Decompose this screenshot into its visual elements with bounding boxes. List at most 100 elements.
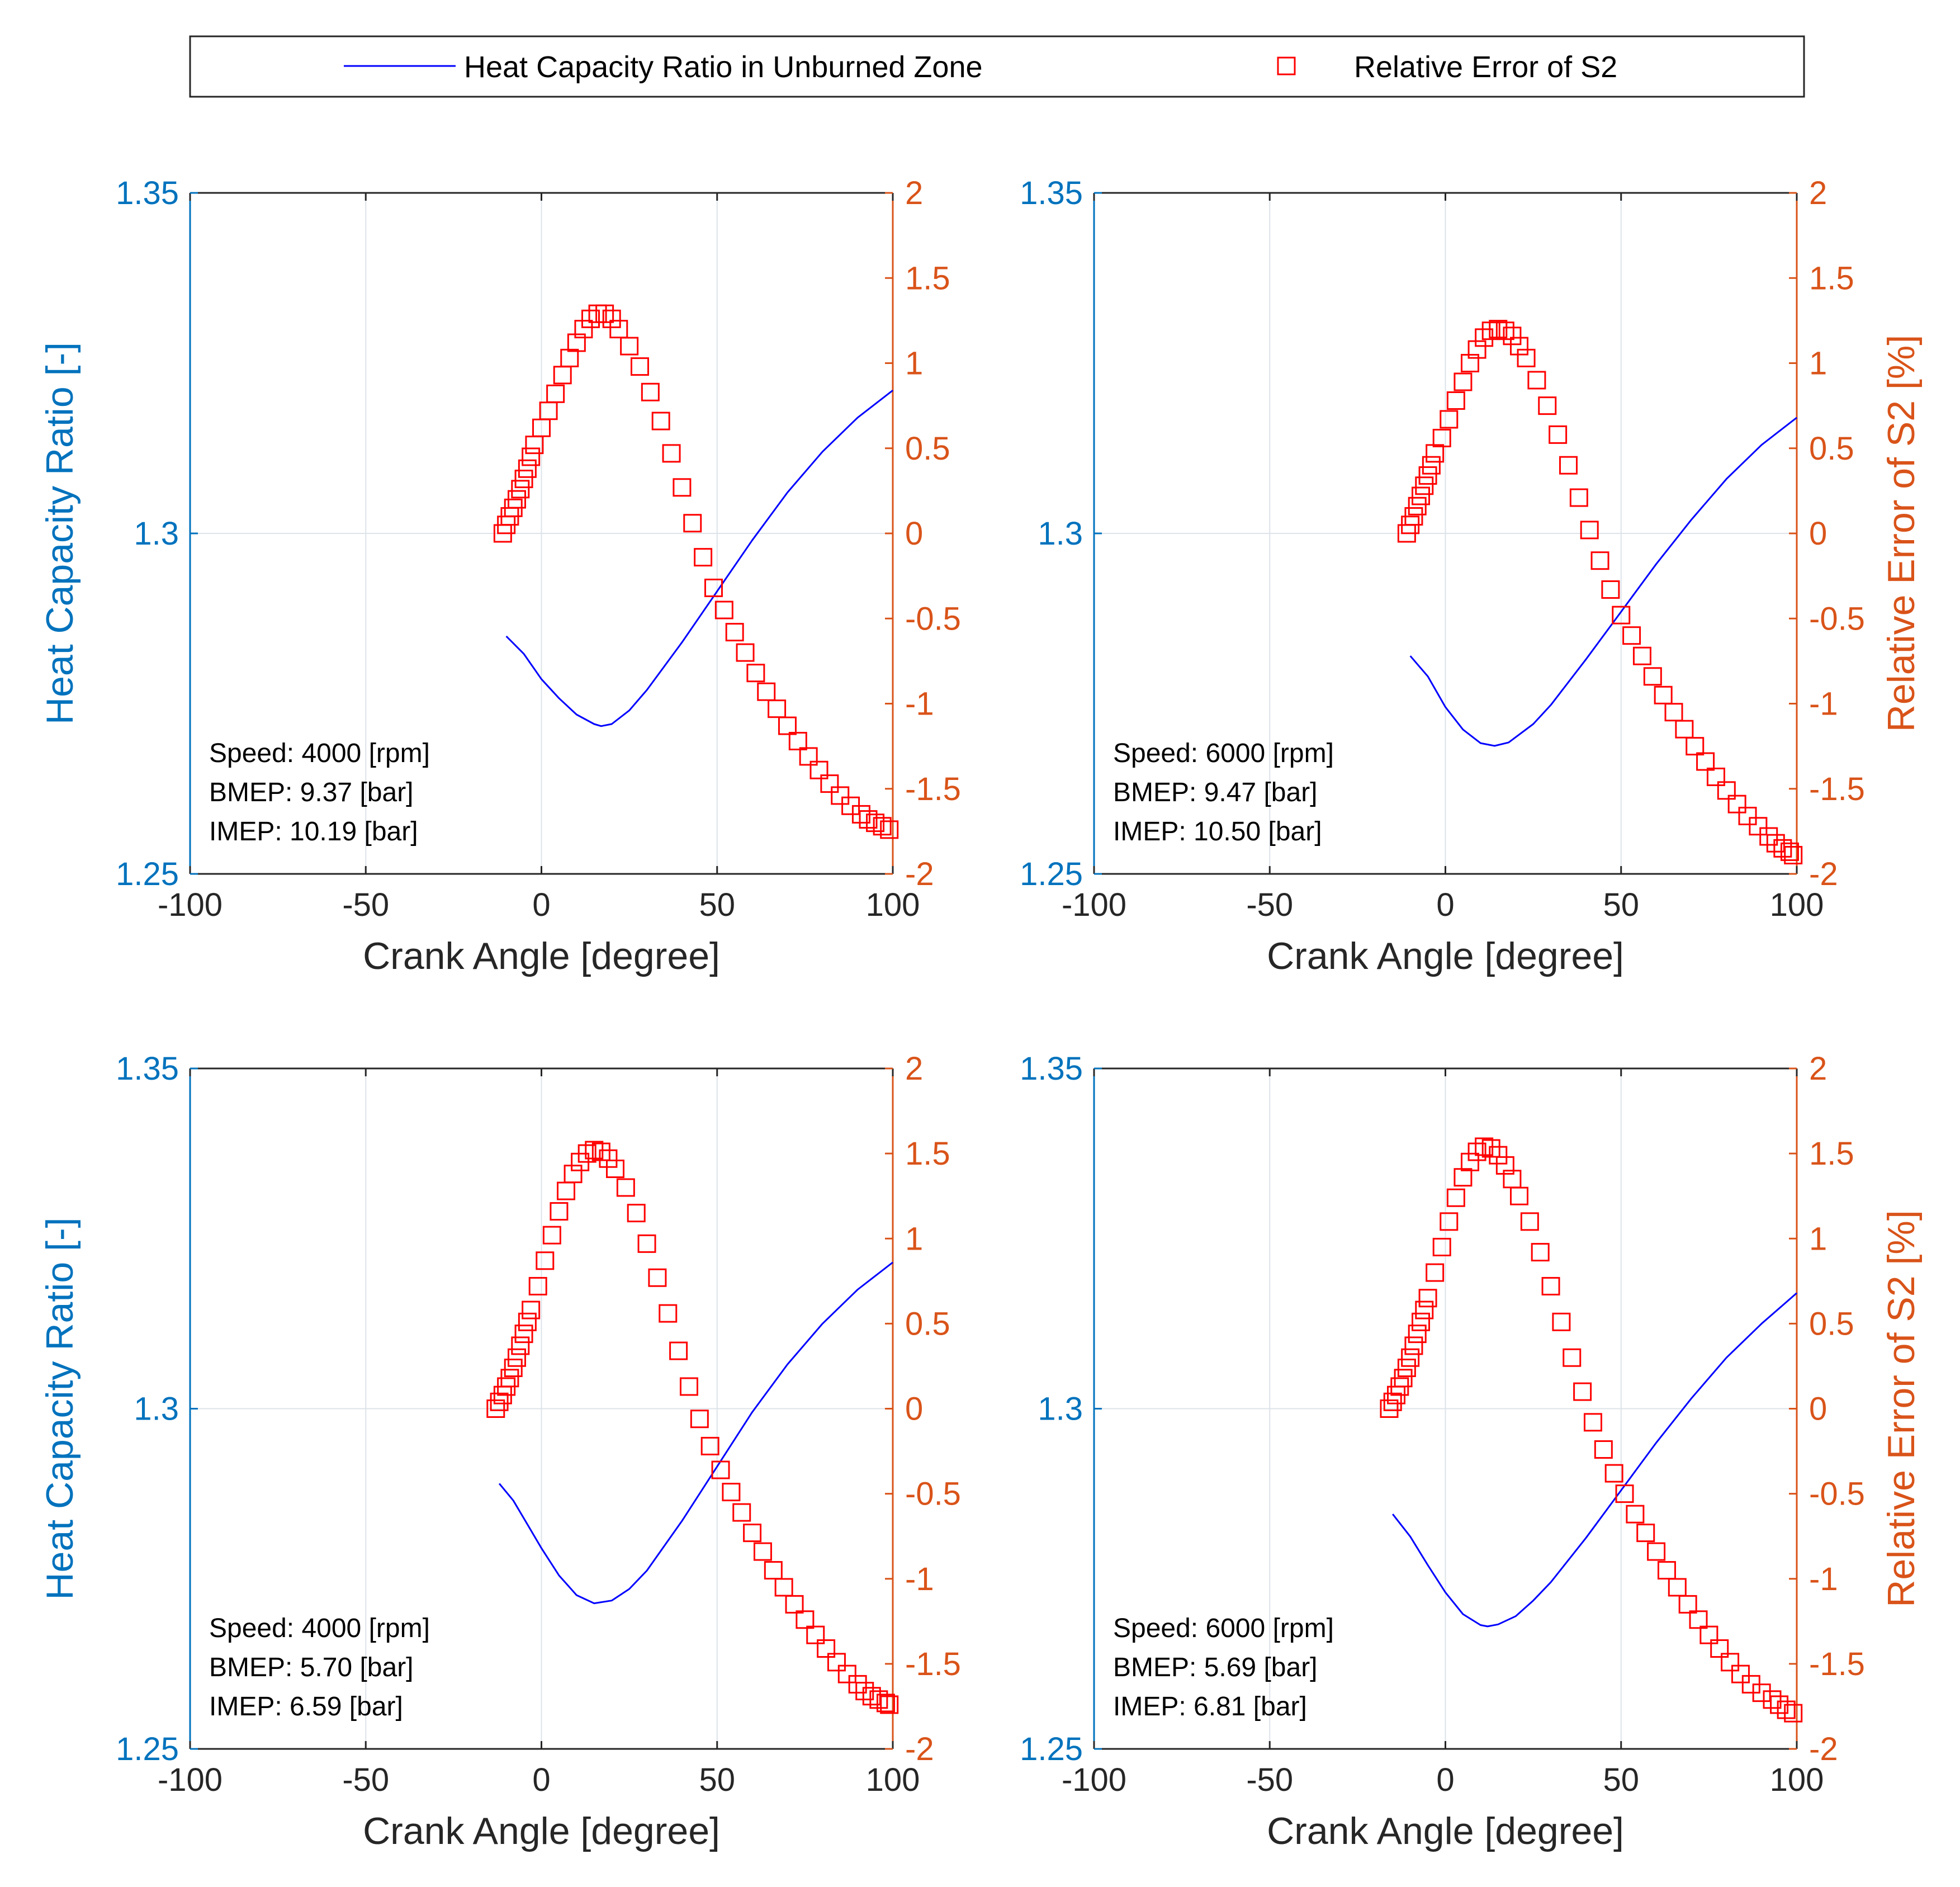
relative-error-marker [504, 1358, 523, 1377]
relative-error-marker [806, 1625, 825, 1644]
relative-error-marker [522, 447, 541, 466]
relative-error-marker [1657, 1561, 1676, 1580]
x-axis-label: Crank Angle [degree] [1267, 1810, 1624, 1852]
y-right-tick-label: 0.5 [1809, 1306, 1854, 1342]
relative-error-marker [486, 1399, 505, 1418]
relative-error-marker [736, 643, 755, 662]
relative-error-marker [1520, 1212, 1539, 1231]
relative-error-marker [620, 337, 639, 356]
relative-error-marker [574, 320, 593, 339]
relative-error-marker [511, 480, 530, 499]
relative-error-marker [1408, 1325, 1427, 1344]
legend-line-label: Heat Capacity Ratio in Unburned Zone [464, 50, 983, 84]
y-right-tick-label: -1.5 [905, 1646, 961, 1682]
relative-error-marker [1777, 1700, 1796, 1719]
relative-error-marker [1612, 606, 1631, 625]
y-right-tick-label: 1.5 [905, 1136, 950, 1172]
x-tick-label: 0 [532, 1762, 550, 1798]
y-right-tick-label: 0.5 [1809, 431, 1854, 467]
relative-error-marker [1380, 1399, 1399, 1418]
relative-error-marker [704, 578, 723, 597]
operating-point-annotation: IMEP: 6.59 [bar] [209, 1692, 403, 1722]
y-right-tick-label: 2 [905, 175, 923, 211]
relative-error-marker [1664, 703, 1683, 722]
relative-error-marker [837, 1664, 856, 1683]
relative-error-marker [694, 548, 713, 567]
operating-point-annotation: BMEP: 5.70 [bar] [209, 1653, 414, 1682]
relative-error-marker [542, 1226, 561, 1245]
relative-error-marker [1654, 685, 1673, 704]
legend-marker-label: Relative Error of S2 [1354, 50, 1617, 84]
relative-error-marker [1601, 580, 1620, 599]
relative-error-marker [669, 1341, 688, 1360]
relative-error-marker [1647, 1542, 1666, 1561]
relative-error-marker [1440, 1212, 1459, 1231]
relative-error-marker [1454, 372, 1473, 391]
relative-error-marker [577, 1144, 596, 1163]
relative-error-marker [788, 731, 807, 750]
relative-error-marker [1615, 1484, 1634, 1503]
relative-error-marker [1527, 371, 1546, 390]
relative-error-marker [1412, 1312, 1431, 1331]
y-right-tick-label: -1 [1809, 1561, 1838, 1597]
relative-error-marker [1446, 391, 1465, 410]
relative-error-marker [1404, 1336, 1423, 1355]
x-tick-label: 100 [1770, 887, 1824, 923]
y-left-tick-label: 1.25 [116, 856, 179, 892]
relative-error-marker [753, 1542, 772, 1561]
relative-error-marker [1759, 827, 1778, 846]
relative-error-marker [1440, 410, 1459, 429]
x-tick-label: 0 [1436, 887, 1454, 923]
y-left-tick-label: 1.3 [1038, 516, 1083, 552]
x-tick-label: 100 [866, 1762, 920, 1798]
relative-error-marker [1383, 1392, 1402, 1411]
relative-error-marker [1509, 337, 1528, 356]
x-tick-label: 50 [1603, 887, 1639, 923]
y-right-tick-label: 0.5 [905, 1306, 950, 1342]
relative-error-marker [599, 1149, 618, 1168]
relative-error-marker [873, 817, 892, 836]
relative-error-marker [514, 1325, 533, 1344]
relative-error-marker [648, 1268, 667, 1287]
x-tick-label: 100 [866, 887, 920, 923]
y-left-tick-label: 1.35 [116, 175, 179, 211]
relative-error-marker [602, 309, 621, 328]
relative-error-marker [508, 1348, 527, 1367]
relative-error-marker [511, 1336, 530, 1355]
relative-error-marker [1594, 1440, 1613, 1459]
relative-error-marker [866, 814, 885, 833]
relative-error-marker [743, 1524, 762, 1543]
y-right-tick-label: 1.5 [905, 260, 950, 296]
x-tick-label: -100 [158, 887, 222, 923]
y-left-tick-label: 1.35 [1020, 1051, 1083, 1087]
legend-marker-swatch [1277, 56, 1296, 75]
heat-capacity-ratio-line [498, 1261, 893, 1605]
operating-point-annotation: BMEP: 9.37 [bar] [209, 778, 414, 807]
relative-error-marker [1710, 1639, 1729, 1658]
y-right-tick-label: -2 [905, 856, 934, 892]
y-right-tick-label: 0 [905, 1391, 923, 1427]
relative-error-marker [1632, 646, 1651, 665]
relative-error-marker [1668, 1578, 1687, 1597]
chart-bottom-right: -100 -50 0 50 100 1.25 1.3 1.35 -2 -1.5 -1 -0.5 0 0.5… [1020, 1051, 1923, 1852]
relative-error-marker [683, 514, 702, 533]
y-right-tick-label: 1.5 [1809, 1136, 1854, 1172]
y-right-tick-label: -0.5 [905, 600, 961, 637]
relative-error-marker [722, 1483, 741, 1502]
y-right-tick-label: -2 [1809, 856, 1838, 892]
y-right-tick-label: -2 [1809, 1731, 1838, 1767]
relative-error-marker [1773, 839, 1792, 858]
relative-error-marker [641, 382, 660, 401]
y-right-tick-label: -0.5 [1809, 600, 1865, 637]
relative-error-marker [732, 1503, 751, 1522]
relative-error-marker [1538, 396, 1557, 415]
relative-error-marker [764, 1561, 783, 1580]
relative-error-marker [1780, 842, 1799, 861]
relative-error-marker [799, 747, 818, 766]
x-axis-label: Crank Angle [degree] [363, 1810, 720, 1852]
relative-error-marker [1569, 488, 1588, 507]
relative-error-marker [1467, 340, 1486, 359]
operating-point-annotation: IMEP: 10.50 [bar] [1113, 817, 1322, 846]
x-tick-label: -100 [158, 1762, 222, 1798]
